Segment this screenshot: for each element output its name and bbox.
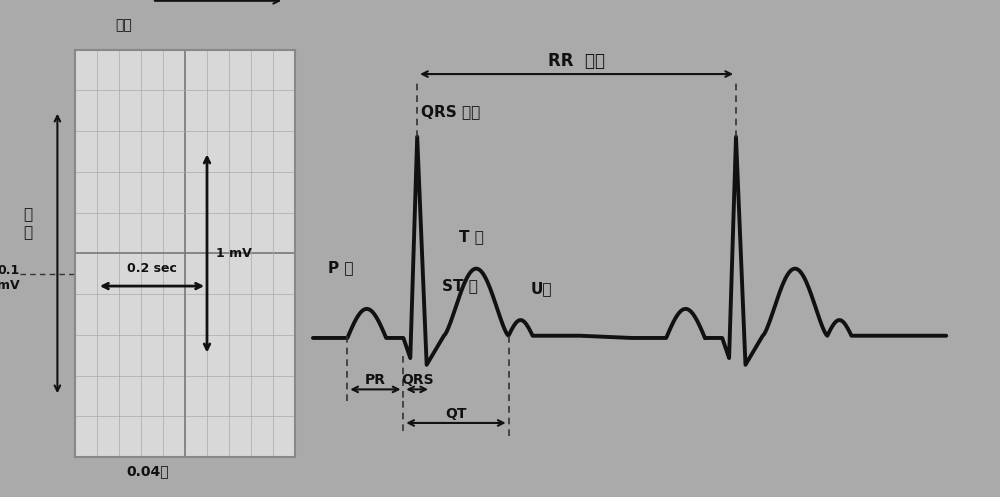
Text: QT: QT [445,407,467,420]
Text: RR  间期: RR 间期 [548,52,605,70]
Text: 时间: 时间 [115,18,132,32]
Text: QRS 波群: QRS 波群 [421,104,481,119]
Text: P 波: P 波 [328,260,354,275]
Text: T 波: T 波 [459,229,484,244]
Text: 0.04秒: 0.04秒 [127,465,169,479]
Text: 电
压: 电 压 [23,207,33,240]
Text: ST 段: ST 段 [442,278,478,293]
Text: 1 mV: 1 mV [216,247,252,260]
Text: 0.2 sec: 0.2 sec [127,262,177,275]
Text: QRS: QRS [401,373,433,387]
Text: PR: PR [365,373,386,387]
Text: U波: U波 [531,281,552,296]
Text: 0.1
mV: 0.1 mV [0,264,20,292]
